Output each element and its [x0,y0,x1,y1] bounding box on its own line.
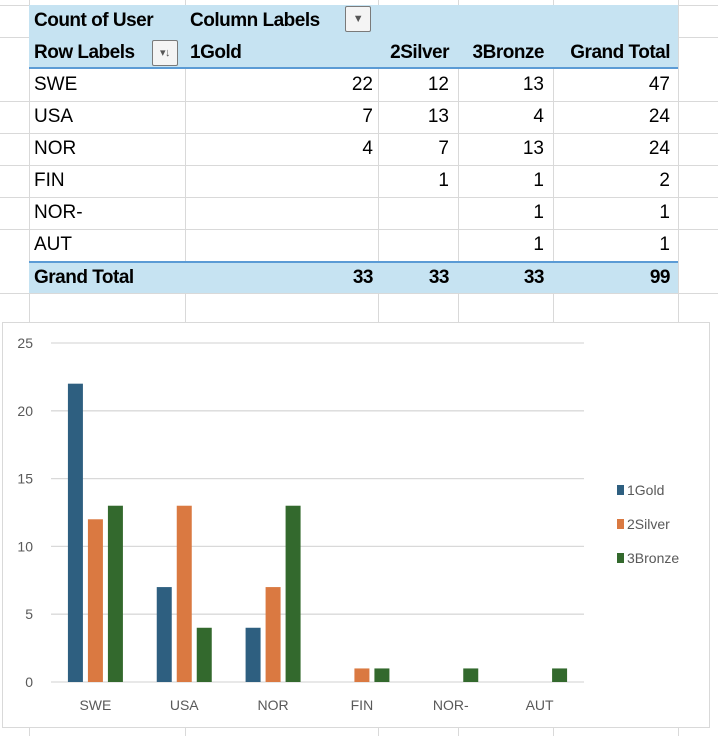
x-tick-label: USA [170,697,199,713]
y-tick-label: 20 [17,403,33,419]
cell-silver: 13 [427,106,449,127]
cell-bronze: 1 [533,234,544,255]
sort-filter-icon: ▾↓ [159,47,171,59]
row-sort-filter-button[interactable]: ▾↓ [152,40,178,66]
table-row: SWE 22 12 13 47 [29,69,678,101]
total-silver: 33 [428,267,450,288]
cell-gold: 4 [362,138,373,159]
cell-gold: 22 [351,74,373,95]
row-label[interactable]: AUT [34,234,72,255]
sheet-gridline [0,101,718,102]
column-header-bronze: 3Bronze [472,42,545,63]
cell-grand-total: 24 [648,106,670,127]
y-tick-label: 0 [25,674,33,690]
pivot-table: Count of User Column Labels ▼ Row Labels… [29,5,678,293]
cell-bronze: 1 [533,202,544,223]
total-grand: 99 [649,267,671,288]
bar-2silver-usa[interactable] [176,505,192,682]
row-label[interactable]: NOR [34,138,77,159]
table-row: AUT 1 1 [29,229,678,261]
column-header-gold: 1Gold [190,42,242,63]
y-tick-label: 5 [25,606,33,622]
bar-2silver-nor[interactable] [265,587,281,682]
x-tick-label: FIN [351,697,374,713]
total-bronze: 33 [523,267,545,288]
table-row: NOR 4 7 13 24 [29,133,678,165]
grand-total-row: Grand Total 33 33 33 99 [29,261,678,293]
y-tick-label: 10 [17,538,33,554]
row-label[interactable]: FIN [34,170,65,191]
legend-swatch [617,519,624,529]
column-header-grand-total: Grand Total [570,42,670,63]
legend-label[interactable]: 3Bronze [627,550,679,566]
x-tick-label: AUT [526,697,554,713]
pivot-column-header-row: Row Labels ▾↓ 1Gold 2Silver 3Bronze Gran… [29,37,678,69]
y-tick-label: 25 [17,335,33,351]
bar-1gold-swe[interactable] [67,383,83,682]
pivot-header-row: Count of User Column Labels ▼ [29,5,678,37]
bar-2silver-fin[interactable] [354,668,370,682]
cell-silver: 12 [427,74,449,95]
table-row: NOR- 1 1 [29,197,678,229]
table-row: FIN 1 1 2 [29,165,678,197]
row-label[interactable]: SWE [34,74,78,95]
cell-bronze: 4 [533,106,544,127]
sheet-gridline [0,133,718,134]
grand-total-label: Grand Total [34,267,134,288]
x-tick-label: NOR- [433,697,469,713]
total-gold: 33 [352,267,374,288]
cell-bronze: 13 [522,138,544,159]
column-filter-button[interactable]: ▼ [345,6,371,32]
cell-bronze: 13 [522,74,544,95]
sheet-gridline [0,229,718,230]
bar-3bronze-nor[interactable] [285,505,301,682]
bar-3bronze-aut[interactable] [552,668,568,682]
chart-canvas: 0 5 10 15 20 25 SWE USA NOR FIN NOR- AUT 1Gold 2Silve… [17,335,679,713]
legend-label[interactable]: 1Gold [627,482,664,498]
x-tick-label: NOR [258,697,289,713]
bar-2silver-swe[interactable] [87,519,103,682]
legend-swatch [617,485,624,495]
cell-grand-total: 24 [648,138,670,159]
cell-silver: 7 [438,138,449,159]
sheet-gridline [0,165,718,166]
cell-bronze: 1 [533,170,544,191]
bar-1gold-nor[interactable] [245,627,261,682]
bar-3bronze-nor[interactable] [463,668,479,682]
legend-swatch [617,553,624,563]
bar-3bronze-usa[interactable] [196,627,212,682]
legend-label[interactable]: 2Silver [627,516,670,532]
bar-3bronze-swe[interactable] [107,505,123,682]
row-label[interactable]: USA [34,106,74,127]
dropdown-arrow-icon: ▼ [352,13,364,25]
row-label[interactable]: NOR- [34,202,83,223]
cell-silver: 1 [438,170,449,191]
cell-grand-total: 1 [659,234,670,255]
bar-3bronze-fin[interactable] [374,668,390,682]
pivot-chart[interactable]: 0 5 10 15 20 25 SWE USA NOR FIN NOR- AUT 1Gold 2Silve… [2,322,710,728]
bar-1gold-usa[interactable] [156,587,172,682]
cell-grand-total: 1 [659,202,670,223]
column-labels-header[interactable]: Column Labels [190,10,320,31]
x-tick-label: SWE [79,697,111,713]
cell-grand-total: 2 [659,170,670,191]
table-row: USA 7 13 4 24 [29,101,678,133]
column-header-silver: 2Silver [390,42,449,63]
y-tick-label: 15 [17,471,33,487]
sheet-gridline [0,197,718,198]
sheet-gridline [0,293,718,294]
value-field-label[interactable]: Count of User [34,10,154,31]
cell-gold: 7 [362,106,373,127]
row-labels-header[interactable]: Row Labels [34,42,135,63]
cell-grand-total: 47 [648,74,670,95]
